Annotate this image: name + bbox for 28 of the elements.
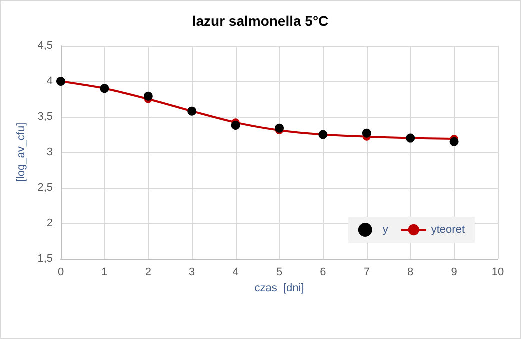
point bbox=[231, 121, 240, 130]
x-tick-label: 0 bbox=[58, 266, 64, 278]
y-tick-label: 1,5 bbox=[38, 253, 53, 265]
point bbox=[362, 128, 372, 138]
x-tick-label: 6 bbox=[320, 266, 326, 278]
legend-label: y bbox=[382, 224, 389, 236]
x-tick-label: 2 bbox=[145, 266, 152, 278]
x-tick-label: 7 bbox=[364, 266, 370, 278]
x-tick-label: 4 bbox=[232, 266, 239, 278]
y-tick-label: 2,5 bbox=[38, 182, 53, 194]
x-tick-label: 1 bbox=[102, 266, 108, 278]
x-tick-label: 3 bbox=[189, 266, 196, 278]
legend-label: yteoret bbox=[431, 224, 466, 236]
chart-title: lazur salmonella 5°C bbox=[192, 13, 329, 29]
y-tick-label: 4,5 bbox=[38, 40, 53, 52]
x-tick-label: 8 bbox=[408, 266, 414, 278]
x-tick-label: 9 bbox=[451, 266, 458, 278]
point bbox=[275, 124, 284, 133]
y-tick-label: 2 bbox=[46, 218, 53, 230]
y-tick-label: 3 bbox=[46, 146, 53, 158]
x-tick-label: 10 bbox=[492, 266, 504, 278]
x-axis-title: czas [dni] bbox=[254, 282, 304, 294]
y-tick-label: 4 bbox=[46, 76, 53, 88]
y-axis-title: [log_av_cfu] bbox=[15, 122, 28, 182]
point bbox=[144, 92, 153, 101]
y-tick-label: 3,5 bbox=[38, 111, 53, 123]
point bbox=[450, 137, 459, 146]
x-tick-label: 5 bbox=[276, 266, 283, 278]
